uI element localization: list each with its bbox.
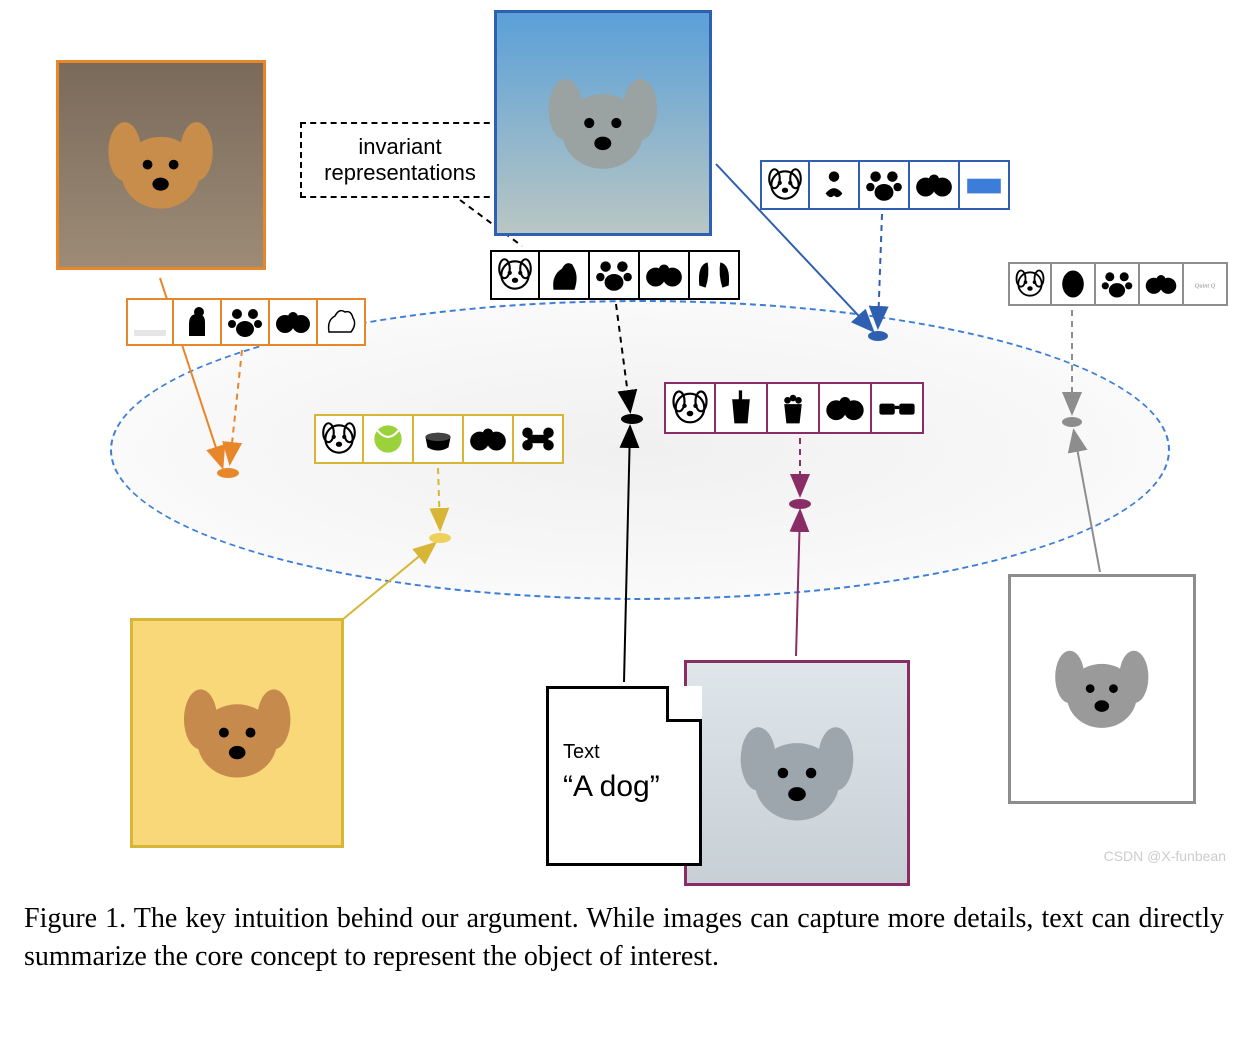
image-cartoon-puppy-with-bowl bbox=[130, 618, 344, 848]
token-paw-icon bbox=[860, 160, 910, 210]
token-bone-icon bbox=[514, 414, 564, 464]
token-dog-face-icon bbox=[314, 414, 364, 464]
token-dog-face-icon bbox=[490, 250, 540, 300]
token-dog-face-icon bbox=[760, 160, 810, 210]
token-bowl-icon bbox=[414, 414, 464, 464]
token-signature-icon: Quint Q bbox=[1184, 262, 1228, 306]
invariant-representations-label: invariant representations bbox=[300, 122, 500, 198]
text-document: Text “A dog” bbox=[546, 686, 702, 866]
token-paw-icon bbox=[222, 298, 270, 346]
doc-quote: “A dog” bbox=[563, 770, 685, 804]
embedding-point-p_gray bbox=[1062, 417, 1082, 427]
image-meditating-dog-statue bbox=[494, 10, 712, 236]
token-dog-face-icon bbox=[664, 382, 716, 434]
doc-label: Text bbox=[563, 741, 685, 764]
token-strip-blue bbox=[760, 160, 1010, 210]
embedding-point-p_purple bbox=[789, 499, 811, 509]
token-nose-icon bbox=[464, 414, 514, 464]
token-water-icon bbox=[960, 160, 1010, 210]
token-oval-icon bbox=[1052, 262, 1096, 306]
token-meditate-icon bbox=[810, 160, 860, 210]
token-paw-icon bbox=[1096, 262, 1140, 306]
image-pencil-sketch-dog bbox=[1008, 574, 1196, 804]
arrow-a_blue_tok bbox=[878, 214, 882, 326]
svg-text:Quint Q: Quint Q bbox=[1195, 283, 1216, 290]
token-nose-icon bbox=[910, 160, 960, 210]
token-strip-gray: Quint Q bbox=[1008, 262, 1228, 306]
label-text: invariant representations bbox=[324, 134, 476, 186]
token-ball-icon bbox=[364, 414, 414, 464]
token-dog-sit-solid-icon bbox=[540, 250, 590, 300]
watermark: CSDN @X-funbean bbox=[1104, 848, 1226, 864]
token-drink-icon bbox=[716, 382, 768, 434]
token-strip-purple bbox=[664, 382, 924, 434]
token-nose-icon bbox=[820, 382, 872, 434]
token-strip-black bbox=[490, 250, 740, 300]
token-dog-sit-icon bbox=[174, 298, 222, 346]
embedding-point-p_orange bbox=[217, 468, 239, 478]
token-ears-icon bbox=[690, 250, 740, 300]
token-nose-icon bbox=[270, 298, 318, 346]
token-strip-orange bbox=[126, 298, 366, 346]
image-golden-retriever-photo bbox=[56, 60, 266, 270]
token-popcorn-icon bbox=[768, 382, 820, 434]
page-fold bbox=[666, 686, 702, 722]
caption-body: The key intuition behind our argument. W… bbox=[24, 903, 1224, 972]
token-blank-icon bbox=[126, 298, 174, 346]
embedding-point-p_yellow bbox=[429, 533, 451, 543]
token-sunglasses-icon bbox=[872, 382, 924, 434]
image-dog-with-sunglasses-popcorn bbox=[684, 660, 910, 886]
caption-prefix: Figure 1. bbox=[24, 903, 126, 934]
token-paw-icon bbox=[590, 250, 640, 300]
token-nose-icon bbox=[640, 250, 690, 300]
embedding-point-p_black bbox=[621, 414, 643, 424]
token-strip-yellow bbox=[314, 414, 564, 464]
figure-caption: Figure 1. The key intuition behind our a… bbox=[24, 900, 1224, 976]
token-dog-face-small-icon bbox=[1008, 262, 1052, 306]
token-dog-outline-icon bbox=[318, 298, 366, 346]
figure-canvas: invariant representations bbox=[0, 0, 1246, 1042]
embedding-point-p_blue bbox=[868, 331, 888, 341]
token-nose-icon bbox=[1140, 262, 1184, 306]
